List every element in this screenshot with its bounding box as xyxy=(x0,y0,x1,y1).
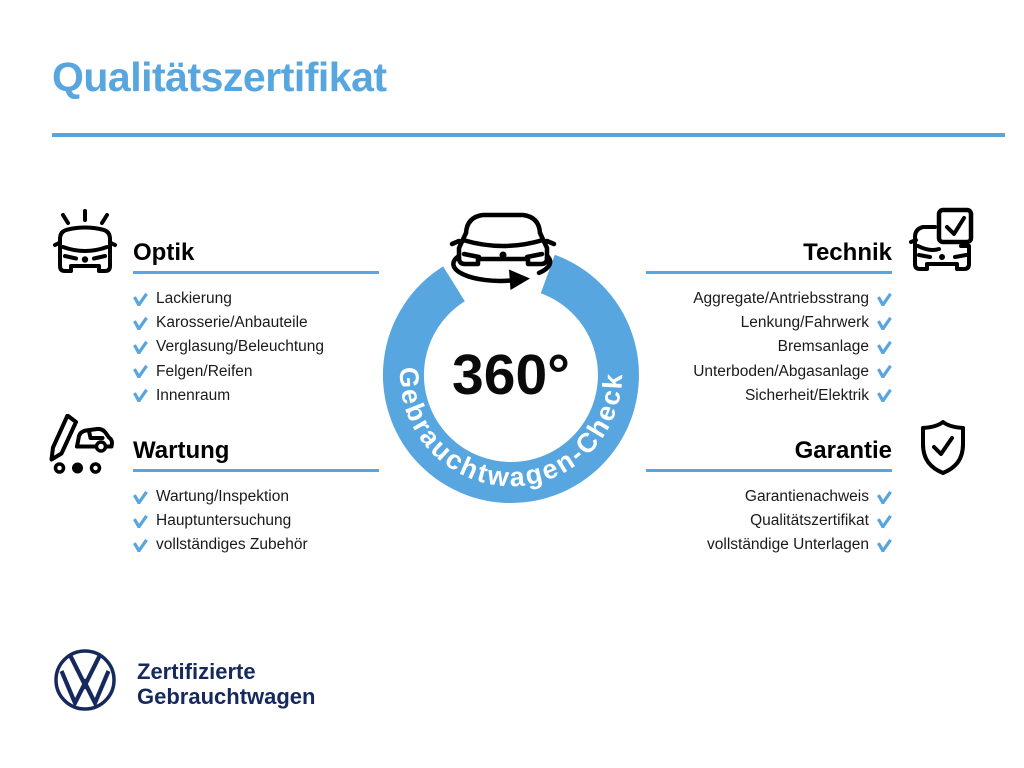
garantie-list: Garantienachweis Qualitätszertifikat vol… xyxy=(592,485,892,558)
rotation-arrow-icon xyxy=(451,253,514,284)
shield-check-icon xyxy=(921,420,965,475)
list-item-label: Bremsanlage xyxy=(777,338,869,356)
list-item-label: Felgen/Reifen xyxy=(156,362,253,380)
check-icon xyxy=(877,514,892,528)
car-360-icon xyxy=(449,212,557,290)
list-item-label: Lackierung xyxy=(156,290,232,308)
section-title-technik: Technik xyxy=(803,239,892,266)
wartung-underline xyxy=(133,469,379,472)
list-item-label: Sicherheit/Elektrik xyxy=(744,386,869,404)
check-icon xyxy=(133,340,148,354)
list-item-label: Qualitätszertifikat xyxy=(750,512,869,530)
list-item: Karosserie/Anbauteile xyxy=(133,311,433,335)
list-item: Verglasung/Beleuchtung xyxy=(133,335,433,359)
list-item: Innenraum xyxy=(133,384,433,408)
check-icon xyxy=(877,316,892,330)
list-item-label: Aggregate/Antriebsstrang xyxy=(693,290,869,308)
check-icon xyxy=(133,316,148,330)
list-item: Unterboden/Abgasanlage xyxy=(592,360,892,384)
list-item-label: Garantienachweis xyxy=(744,488,869,506)
check-icon xyxy=(877,538,892,552)
check-icon xyxy=(877,292,892,306)
list-item-label: vollständiges Zubehör xyxy=(156,536,308,554)
list-item-label: Hauptuntersuchung xyxy=(156,512,292,530)
vw-logo xyxy=(54,649,116,711)
list-item: vollständige Unterlagen xyxy=(592,533,892,557)
car-checkbox-icon xyxy=(909,207,974,271)
list-item: Lenkung/Fahrwerk xyxy=(592,311,892,335)
check-icon xyxy=(133,292,148,306)
list-item: Lackierung xyxy=(133,287,433,311)
optik-underline xyxy=(133,271,379,274)
list-item: vollständiges Zubehör xyxy=(133,533,433,557)
list-item-label: Verglasung/Beleuchtung xyxy=(156,338,325,356)
check-icon xyxy=(133,538,148,552)
list-item: Felgen/Reifen xyxy=(133,360,433,384)
section-title-optik: Optik xyxy=(133,239,195,266)
section-title-wartung: Wartung xyxy=(133,437,230,464)
check-icon xyxy=(877,365,892,379)
list-item-label: Lenkung/Fahrwerk xyxy=(740,314,869,332)
check-icon xyxy=(877,389,892,403)
car-shine-icon xyxy=(53,209,117,273)
maintenance-pencil-car-icon xyxy=(49,414,114,474)
list-item: Sicherheit/Elektrik xyxy=(592,384,892,408)
check-icon xyxy=(133,490,148,504)
list-item-label: Innenraum xyxy=(156,386,231,404)
check-icon xyxy=(133,365,148,379)
badge-ring xyxy=(382,254,639,503)
list-item: Bremsanlage xyxy=(592,335,892,359)
list-item: Wartung/Inspektion xyxy=(133,485,433,509)
optik-list: Lackierung Karosserie/Anbauteile Verglas… xyxy=(133,287,433,408)
wartung-list: Wartung/Inspektion Hauptuntersuchung vol… xyxy=(133,485,433,558)
list-item: Qualitätszertifikat xyxy=(592,509,892,533)
list-item-label: vollständige Unterlagen xyxy=(707,536,869,554)
list-item: Hauptuntersuchung xyxy=(133,509,433,533)
garantie-underline xyxy=(646,469,892,472)
list-item: Aggregate/Antriebsstrang xyxy=(592,287,892,311)
brand-line2: Gebrauchtwagen xyxy=(137,684,316,709)
badge-center-text: 360° xyxy=(452,343,570,407)
list-item: Garantienachweis xyxy=(592,485,892,509)
list-item-label: Karosserie/Anbauteile xyxy=(156,314,308,332)
list-item-label: Wartung/Inspektion xyxy=(156,488,289,506)
brand-line1: Zertifizierte xyxy=(137,659,256,684)
check-icon xyxy=(877,490,892,504)
technik-list: Aggregate/Antriebsstrang Lenkung/Fahrwer… xyxy=(592,287,892,408)
page-title: Qualitätszertifikat xyxy=(52,54,387,100)
technik-underline xyxy=(646,271,892,274)
section-title-garantie: Garantie xyxy=(794,437,892,464)
check-icon xyxy=(133,389,148,403)
list-item-label: Unterboden/Abgasanlage xyxy=(693,362,869,380)
brand-text: Zertifizierte Gebrauchtwagen xyxy=(137,659,315,709)
check-icon xyxy=(877,340,892,354)
title-underline xyxy=(52,133,1005,137)
check-icon xyxy=(133,514,148,528)
